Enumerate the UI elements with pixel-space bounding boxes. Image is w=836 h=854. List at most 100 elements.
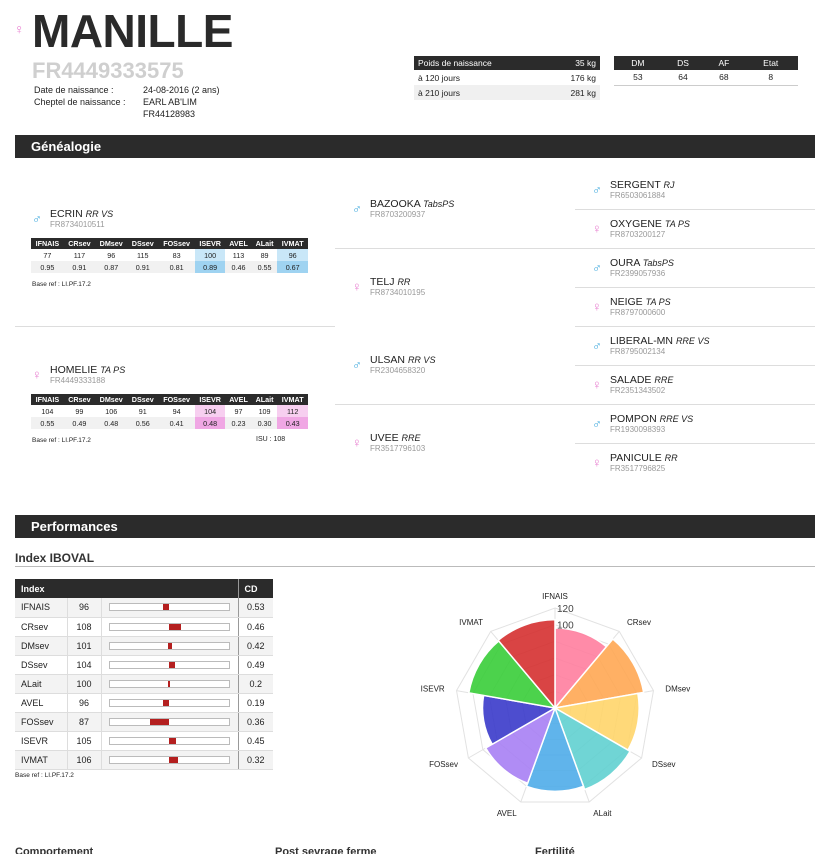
index-row: ISEVR 105 0.45 [15, 731, 273, 751]
index-name: AVEL [15, 693, 67, 713]
gp-card[interactable]: ♂ ULSAN RR VS FR2304658320 [352, 354, 435, 375]
sire-index-value: 83 [158, 249, 196, 261]
divider [575, 209, 815, 210]
female-icon: ♀ [592, 377, 602, 392]
ggp-name: OXYGENE [610, 218, 662, 230]
divider [575, 443, 815, 444]
index-value: 87 [66, 712, 101, 732]
sire-card[interactable]: ♂ ECRIN RR VS FR8734010511 [32, 208, 113, 229]
animal-name: MANILLE [32, 5, 233, 57]
polar-label-isevr: ISEVR [421, 685, 445, 694]
dam-cd-value: 0.30 [251, 417, 278, 429]
index-bar-fill [149, 718, 169, 725]
ggp-card[interactable]: ♀ SALADE RRE FR2351343502 [592, 374, 673, 395]
mini-header: IVMAT [277, 238, 308, 249]
herd-value: EARL AB'LIM [143, 97, 197, 107]
index-header: Index [15, 579, 238, 598]
cd-value: 0.19 [237, 693, 273, 713]
index-bar-cell [100, 731, 238, 751]
cd-value: 0.49 [237, 655, 273, 675]
index-value: 105 [66, 731, 101, 751]
index-value: 106 [66, 750, 101, 770]
index-iboval-title: Index IBOVAL [15, 551, 95, 565]
divider [575, 248, 815, 249]
radial-tick-label: 100 [557, 621, 574, 632]
weights-table: Poids de naissance 35 kg à 120 jours 176 k… [414, 56, 600, 100]
sire-cd-value: 0.89 [195, 261, 226, 273]
sire-cd-value: 0.95 [31, 261, 64, 273]
male-icon: ♂ [352, 201, 362, 216]
dam-index-value: 112 [277, 405, 308, 417]
ggp-id: FR8797000600 [610, 308, 666, 317]
ggp-tags: RRE VS [659, 414, 694, 424]
sire-index-value: 77 [31, 249, 64, 261]
gp-card[interactable]: ♂ BAZOOKA TabsPS FR8703200937 [352, 198, 454, 219]
cd-header: CD [237, 579, 273, 598]
mini-header: CRsev [63, 238, 96, 249]
af-header: AF [704, 56, 744, 70]
sire-index-value: 115 [127, 249, 159, 261]
gp-card[interactable]: ♀ UVEE RRE FR3517796103 [352, 432, 425, 453]
polar-label-avel: AVEL [497, 809, 517, 818]
index-bar-track [108, 698, 230, 707]
divider [335, 404, 575, 405]
cd-value: 0.42 [237, 636, 273, 656]
gp-card[interactable]: ♀ TELJ RR FR8734010195 [352, 276, 425, 297]
ggp-card[interactable]: ♂ SERGENT RJ FR6503061884 [592, 179, 675, 200]
female-icon: ♀ [352, 435, 362, 450]
index-row: DMsev 101 0.42 [15, 636, 273, 656]
weights-header-value: 35 kg [545, 56, 600, 70]
index-bar-cell [100, 617, 238, 637]
herd-label: Cheptel de naissance : [34, 97, 126, 107]
genealogy-section-title: Généalogie [15, 135, 815, 158]
ggp-card[interactable]: ♀ PANICULE RR FR3517796825 [592, 452, 678, 473]
index-row: DSsev 104 0.49 [15, 655, 273, 675]
index-name: DSsev [15, 655, 67, 675]
dam-cd-value: 0.48 [95, 417, 128, 429]
mini-header: ISEVR [195, 394, 226, 405]
sire-index-value: 96 [277, 249, 308, 261]
sire-cd-value: 0.91 [63, 261, 96, 273]
birth-date-label: Date de naissance : [34, 85, 114, 95]
weights-row-value: 176 kg [570, 72, 596, 83]
index-bar-track [108, 717, 230, 726]
ggp-card[interactable]: ♂ LIBERAL-MN RRE VS FR8795002134 [592, 335, 709, 356]
ggp-id: FR8795002134 [610, 347, 666, 356]
index-bar-cell [100, 674, 238, 694]
ggp-card[interactable]: ♀ OXYGENE TA PS FR8703200127 [592, 218, 690, 239]
ggp-tags: RR [664, 453, 678, 463]
dam-tags: TA PS [100, 365, 126, 375]
dam-index-value: 104 [195, 405, 226, 417]
mini-header: AVEL [225, 394, 252, 405]
index-bar-cell [100, 712, 238, 732]
mini-header: DMsev [95, 394, 128, 405]
female-icon: ♀ [592, 299, 602, 314]
index-row: IVMAT 106 0.32 [15, 750, 273, 770]
ggp-card[interactable]: ♂ POMPON RRE VS FR1930098393 [592, 413, 693, 434]
ggp-id: FR2351343502 [610, 386, 666, 395]
index-bar-fill [163, 699, 169, 706]
ggp-card[interactable]: ♂ OURA TabsPS FR2399057936 [592, 257, 674, 278]
gp-name: TELJ [370, 276, 395, 288]
af-value: 68 [704, 70, 744, 86]
index-bar-track [108, 679, 230, 688]
index-bar-track [108, 622, 230, 631]
index-bar-fill [168, 680, 170, 687]
index-name: CRsev [15, 617, 67, 637]
sire-id: FR8734010511 [50, 220, 105, 229]
index-value: 100 [66, 674, 101, 694]
birth-date-value: 24-08-2016 (2 ans) [143, 85, 220, 95]
dam-isu: ISU : 108 [256, 436, 286, 443]
ggp-card[interactable]: ♀ NEIGE TA PS FR8797000600 [592, 296, 671, 317]
dam-id: FR4449333188 [50, 376, 106, 385]
mini-header: AVEL [225, 238, 252, 249]
dam-cd-value: 0.41 [158, 417, 196, 429]
gp-id: FR2304658320 [370, 366, 426, 375]
gp-tags: RRE [401, 433, 421, 443]
index-bar-cell [100, 655, 238, 675]
index-name: ISEVR [15, 731, 67, 751]
sire-index-value: 100 [195, 249, 226, 261]
ggp-name: OURA [610, 257, 640, 269]
dam-card[interactable]: ♀ HOMELIE TA PS FR4449333188 [32, 364, 125, 385]
index-bar-track [108, 736, 230, 745]
